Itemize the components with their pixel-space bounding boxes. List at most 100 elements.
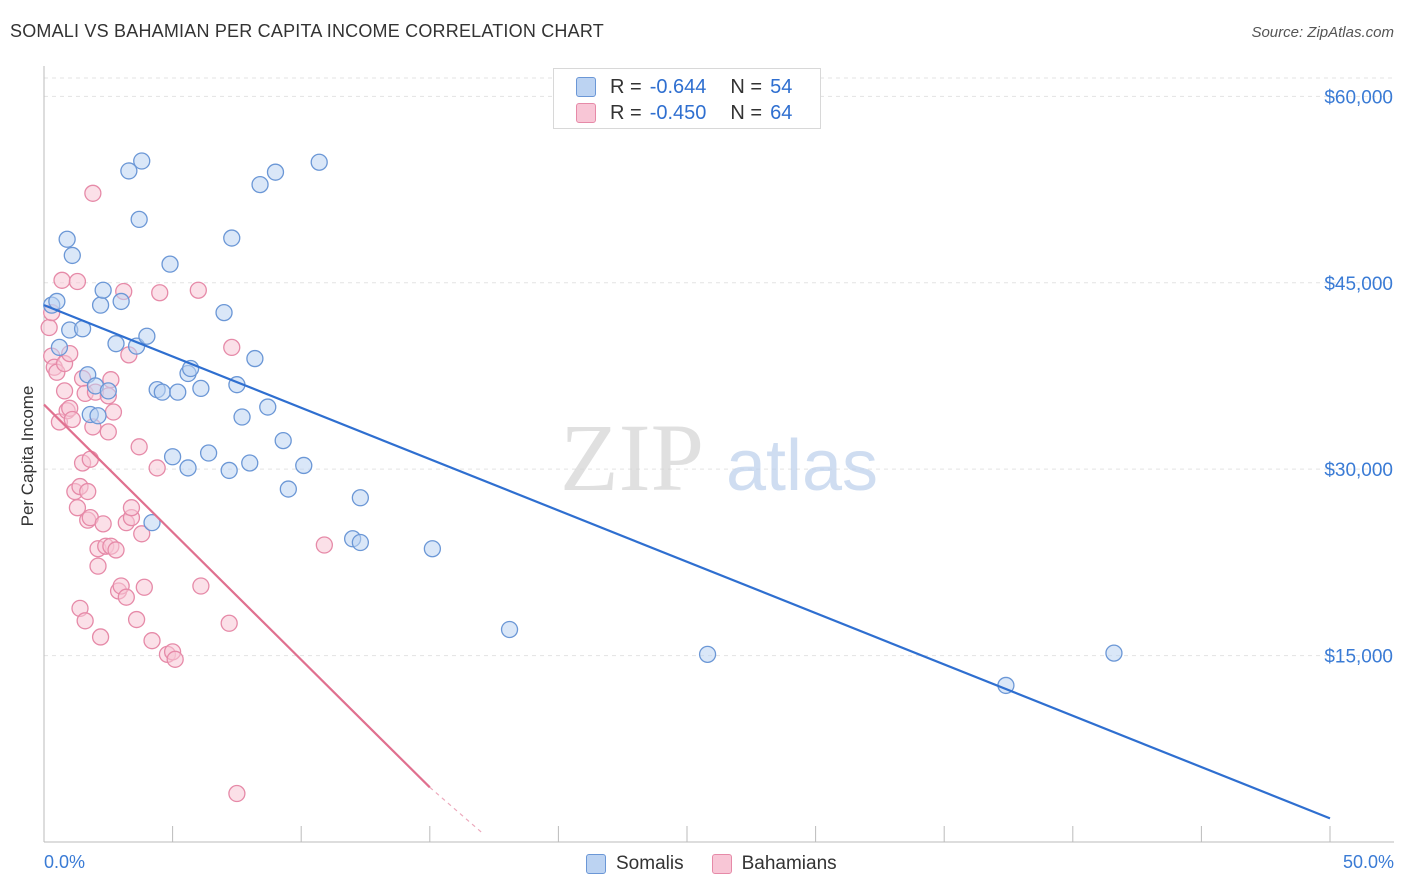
- somalis-point: [153, 383, 171, 401]
- somalis-point: [351, 533, 370, 552]
- somalis-point: [259, 398, 277, 416]
- axes: [43, 66, 1394, 843]
- bahamians-point: [143, 632, 161, 650]
- legend-row-bahamians: R = -0.450 N = 64: [576, 100, 792, 126]
- bahamians-point: [223, 338, 241, 357]
- bahamians-point: [228, 784, 246, 803]
- somalis-point: [241, 454, 259, 472]
- series-legend: Somalis Bahamians: [586, 851, 865, 877]
- bahamians-point: [104, 403, 123, 421]
- bahamians-point: [76, 612, 94, 630]
- bahamians-point: [189, 281, 207, 299]
- bahamians-point: [81, 450, 99, 468]
- bahamians-swatch: [711, 854, 732, 874]
- bahamians-point: [53, 271, 71, 289]
- x-min-label: 0.0%: [44, 852, 86, 872]
- bahamians-trendline: [43, 403, 431, 789]
- r-value: -0.450: [649, 101, 707, 124]
- bahamians-trendline-extension: [429, 786, 482, 833]
- somalis-point: [199, 444, 218, 462]
- bahamians-point: [55, 382, 74, 400]
- bahamians-point: [68, 499, 87, 517]
- bahamians-point: [99, 423, 117, 441]
- bahamians-point: [68, 272, 87, 291]
- bahamians-point: [79, 482, 97, 501]
- bahamians-point: [315, 536, 333, 554]
- somalis-point: [163, 448, 182, 466]
- somalis-point: [120, 162, 138, 180]
- bahamians-point: [94, 515, 112, 533]
- somalis-point: [246, 349, 264, 368]
- bahamians-point: [89, 557, 107, 575]
- bahamians-point: [148, 459, 166, 477]
- bahamians-point: [122, 499, 141, 517]
- bahamians-point: [135, 578, 153, 596]
- somalis-point: [143, 513, 161, 532]
- chart-title: SOMALI VS BAHAMIAN PER CAPITA INCOME COR…: [10, 21, 604, 41]
- bahamians-point: [127, 610, 146, 629]
- bahamians-label: Bahamians: [741, 853, 837, 874]
- somalis-point: [99, 382, 117, 400]
- somalis-point: [133, 152, 151, 170]
- bahamians-point: [84, 184, 102, 202]
- somalis-points: [43, 152, 1123, 695]
- legend-item-bahamians[interactable]: Bahamians: [711, 853, 837, 875]
- somalis-point: [161, 255, 179, 273]
- somalis-point: [295, 456, 313, 475]
- somalis-point: [130, 210, 148, 229]
- n-label: N =: [730, 101, 763, 124]
- y-tick-label: $60,000: [1324, 87, 1393, 108]
- grid-lines: [44, 77, 1394, 657]
- somalis-point: [58, 230, 76, 248]
- somalis-point: [91, 296, 110, 314]
- somalis-point: [274, 431, 292, 450]
- somalis-point: [351, 489, 370, 507]
- source-label: Source: ZipAtlas.com: [1251, 24, 1394, 41]
- somalis-label: Somalis: [616, 853, 684, 874]
- somalis-point: [107, 335, 125, 353]
- somalis-point: [279, 480, 297, 498]
- somalis-point: [251, 175, 269, 194]
- bahamians-point: [63, 410, 81, 429]
- bahamians-point: [220, 614, 238, 632]
- watermark-zip: ZIP: [560, 404, 704, 511]
- somalis-point: [94, 281, 112, 299]
- y-tick-label: $30,000: [1324, 460, 1393, 481]
- somalis-point: [423, 540, 442, 558]
- somalis-point: [698, 645, 717, 663]
- bahamians-point: [166, 650, 184, 668]
- y-tick-labels: $15,000 $30,000 $45,000 $60,000: [1324, 87, 1393, 667]
- legend-item-somalis[interactable]: Somalis: [586, 853, 684, 875]
- somalis-point: [1105, 644, 1123, 662]
- somalis-point: [169, 383, 187, 401]
- correlation-legend: R = -0.644 N = 54 R = -0.450 N = 64: [553, 68, 821, 129]
- somalis-point: [223, 229, 241, 247]
- somalis-point: [50, 338, 69, 357]
- somalis-trendline: [43, 304, 1331, 820]
- y-axis-label: Per Capita Income: [18, 385, 37, 527]
- bahamians-point: [91, 628, 110, 646]
- n-value: 54: [770, 75, 793, 98]
- legend-row-somalis: R = -0.644 N = 54: [576, 74, 792, 100]
- somalis-swatch: [586, 854, 606, 874]
- somalis-point: [192, 379, 210, 398]
- somalis-point: [220, 461, 238, 480]
- trendlines: [43, 304, 1331, 833]
- n-value: 64: [770, 101, 793, 124]
- somalis-point: [266, 163, 285, 181]
- watermark-atlas: atlas: [726, 426, 878, 506]
- somalis-swatch: [576, 77, 596, 97]
- bahamians-point: [192, 577, 210, 595]
- somalis-point: [89, 407, 107, 425]
- x-max-label: 50.0%: [1342, 852, 1394, 872]
- r-label: R =: [610, 75, 642, 98]
- bahamians-swatch: [576, 103, 596, 123]
- somalis-point: [233, 408, 251, 426]
- somalis-point: [215, 303, 233, 322]
- bahamians-point: [130, 438, 148, 456]
- somalis-point: [179, 459, 197, 477]
- bahamians-point: [133, 525, 151, 543]
- y-tick-label: $45,000: [1324, 274, 1393, 295]
- y-tick-label: $15,000: [1324, 647, 1393, 668]
